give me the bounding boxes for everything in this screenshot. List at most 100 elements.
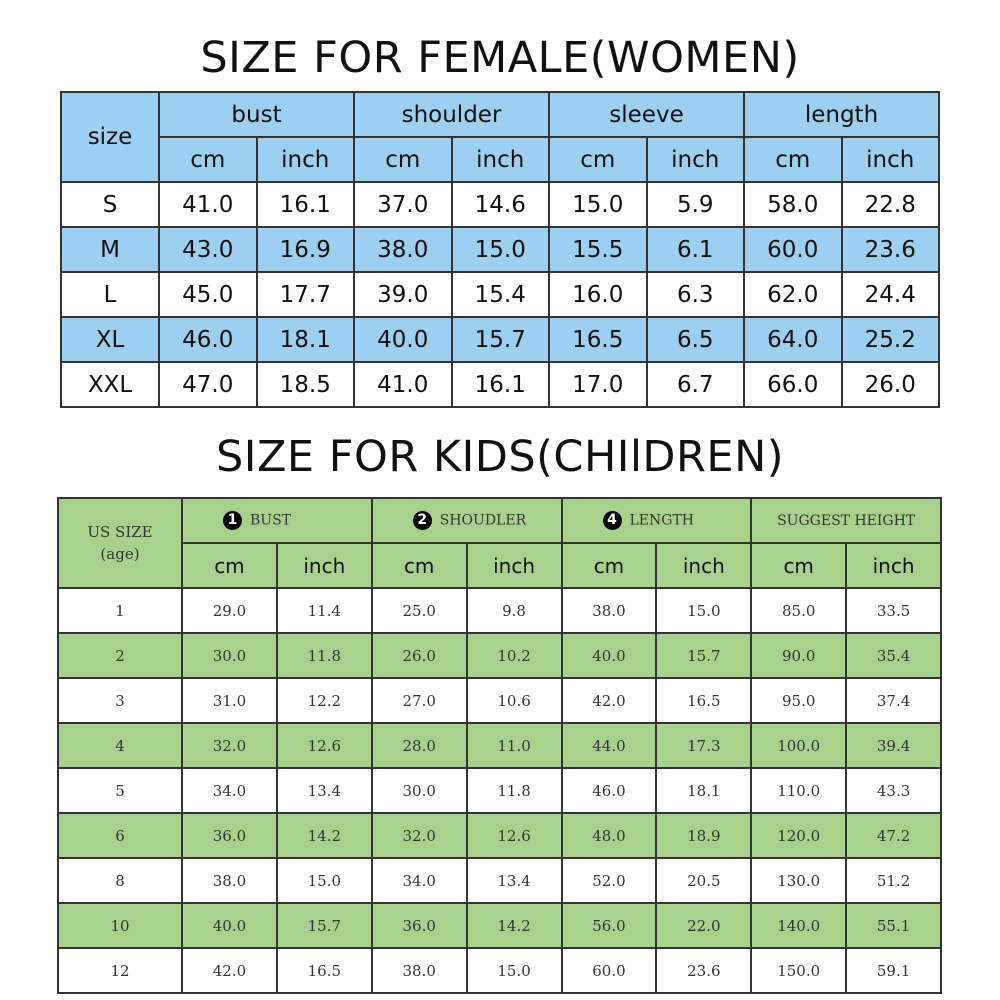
value-cell: 38.0 — [181, 857, 278, 904]
value-cell: 11.0 — [465, 722, 563, 769]
value-cell: 14.2 — [275, 812, 373, 859]
value-cell: 11.4 — [275, 587, 373, 634]
table-row: 8 38.0 15.0 34.0 13.4 52.0 20.5 130.0 51.2 — [57, 857, 942, 904]
unit-cm: cm — [158, 136, 258, 183]
value-cell: 90.0 — [750, 632, 848, 679]
value-cell: 12.6 — [465, 812, 563, 859]
value-cell: 5.9 — [645, 181, 745, 228]
value-cell: 40.0 — [353, 316, 453, 363]
value-cell: 25.0 — [370, 587, 468, 634]
value-cell: 30.0 — [181, 632, 278, 679]
value-cell: 25.2 — [840, 316, 940, 363]
value-cell: 44.0 — [560, 722, 658, 769]
size-cell: S — [60, 181, 160, 228]
size-cell: 5 — [57, 767, 183, 814]
value-cell: 18.1 — [255, 316, 355, 363]
value-cell: 15.0 — [548, 181, 648, 228]
table-row: L 45.0 17.7 39.0 15.4 16.0 6.3 62.0 24.4 — [60, 271, 940, 318]
unit-inch: inch — [255, 136, 355, 183]
value-cell: 15.7 — [450, 316, 550, 363]
group-header-length: length — [743, 91, 940, 138]
group-header-bust: bust — [158, 91, 355, 138]
unit-inch: inch — [465, 542, 563, 589]
value-cell: 32.0 — [370, 812, 468, 859]
value-cell: 51.2 — [845, 857, 942, 904]
value-cell: 16.9 — [255, 226, 355, 273]
value-cell: 20.5 — [655, 857, 753, 904]
age-label: (age) — [100, 545, 140, 563]
unit-inch: inch — [840, 136, 940, 183]
value-cell: 26.0 — [840, 361, 940, 408]
value-cell: 34.0 — [181, 767, 278, 814]
value-cell: 59.1 — [845, 947, 942, 994]
size-cell: 12 — [57, 947, 183, 994]
unit-inch: inch — [655, 542, 753, 589]
size-cell: 4 — [57, 722, 183, 769]
table-row: M 43.0 16.9 38.0 15.0 15.5 6.1 60.0 23.6 — [60, 226, 940, 273]
value-cell: 13.4 — [275, 767, 373, 814]
value-cell: 14.6 — [450, 181, 550, 228]
value-cell: 28.0 — [370, 722, 468, 769]
group-header-sleeve: sleeve — [548, 91, 745, 138]
value-cell: 43.3 — [845, 767, 942, 814]
value-cell: 18.5 — [255, 361, 355, 408]
table-row: 10 40.0 15.7 36.0 14.2 56.0 22.0 140.0 55.1 — [57, 902, 942, 949]
value-cell: 22.0 — [655, 902, 753, 949]
value-cell: 15.5 — [548, 226, 648, 273]
value-cell: 15.0 — [655, 587, 753, 634]
value-cell: 30.0 — [370, 767, 468, 814]
value-cell: 60.0 — [743, 226, 843, 273]
value-cell: 37.4 — [845, 677, 942, 724]
value-cell: 6.7 — [645, 361, 745, 408]
value-cell: 35.4 — [845, 632, 942, 679]
group-label: SUGGEST HEIGHT — [777, 512, 916, 529]
value-cell: 36.0 — [370, 902, 468, 949]
value-cell: 11.8 — [275, 632, 373, 679]
table-row: 6 36.0 14.2 32.0 12.6 48.0 18.9 120.0 47.2 — [57, 812, 942, 859]
size-header: size — [60, 91, 160, 183]
unit-inch: inch — [450, 136, 550, 183]
value-cell: 62.0 — [743, 271, 843, 318]
value-cell: 12.6 — [275, 722, 373, 769]
value-cell: 18.9 — [655, 812, 753, 859]
unit-cm: cm — [560, 542, 658, 589]
unit-cm: cm — [743, 136, 843, 183]
table-row: XXL 47.0 18.5 41.0 16.1 17.0 6.7 66.0 26.0 — [60, 361, 940, 408]
value-cell: 16.0 — [548, 271, 648, 318]
group-header-shoulder: shoulder — [353, 91, 550, 138]
value-cell: 150.0 — [750, 947, 848, 994]
value-cell: 120.0 — [750, 812, 848, 859]
value-cell: 9.8 — [465, 587, 563, 634]
value-cell: 26.0 — [370, 632, 468, 679]
unit-row: cm inch cm inch cm inch cm inch — [61, 136, 940, 183]
header-row: size bust shoulder sleeve length — [60, 91, 940, 183]
value-cell: 130.0 — [750, 857, 848, 904]
value-cell: 16.5 — [655, 677, 753, 724]
value-cell: 6.5 — [645, 316, 745, 363]
number-2-icon: 2 — [412, 511, 432, 530]
unit-inch: inch — [275, 542, 373, 589]
value-cell: 38.0 — [353, 226, 453, 273]
value-cell: 15.7 — [655, 632, 753, 679]
table-row: XL 46.0 18.1 40.0 15.7 16.5 6.5 64.0 25.2 — [60, 316, 940, 363]
table-row: 1 29.0 11.4 25.0 9.8 38.0 15.0 85.0 33.5 — [57, 587, 942, 634]
value-cell: 12.2 — [275, 677, 373, 724]
size-cell: L — [60, 271, 160, 318]
women-size-table: size bust shoulder sleeve length cm inch cm inch… — [60, 91, 940, 408]
value-cell: 16.5 — [275, 947, 373, 994]
value-cell: 56.0 — [560, 902, 658, 949]
value-cell: 58.0 — [743, 181, 843, 228]
unit-cm: cm — [353, 136, 453, 183]
value-cell: 24.4 — [840, 271, 940, 318]
value-cell: 16.1 — [450, 361, 550, 408]
value-cell: 47.0 — [158, 361, 258, 408]
value-cell: 42.0 — [560, 677, 658, 724]
us-size-header: US SIZE (age) — [57, 497, 183, 589]
value-cell: 11.8 — [465, 767, 563, 814]
value-cell: 41.0 — [158, 181, 258, 228]
value-cell: 52.0 — [560, 857, 658, 904]
size-cell: 2 — [57, 632, 183, 679]
size-cell: 6 — [57, 812, 183, 859]
size-cell: 1 — [57, 587, 183, 634]
size-cell: XL — [60, 316, 160, 363]
